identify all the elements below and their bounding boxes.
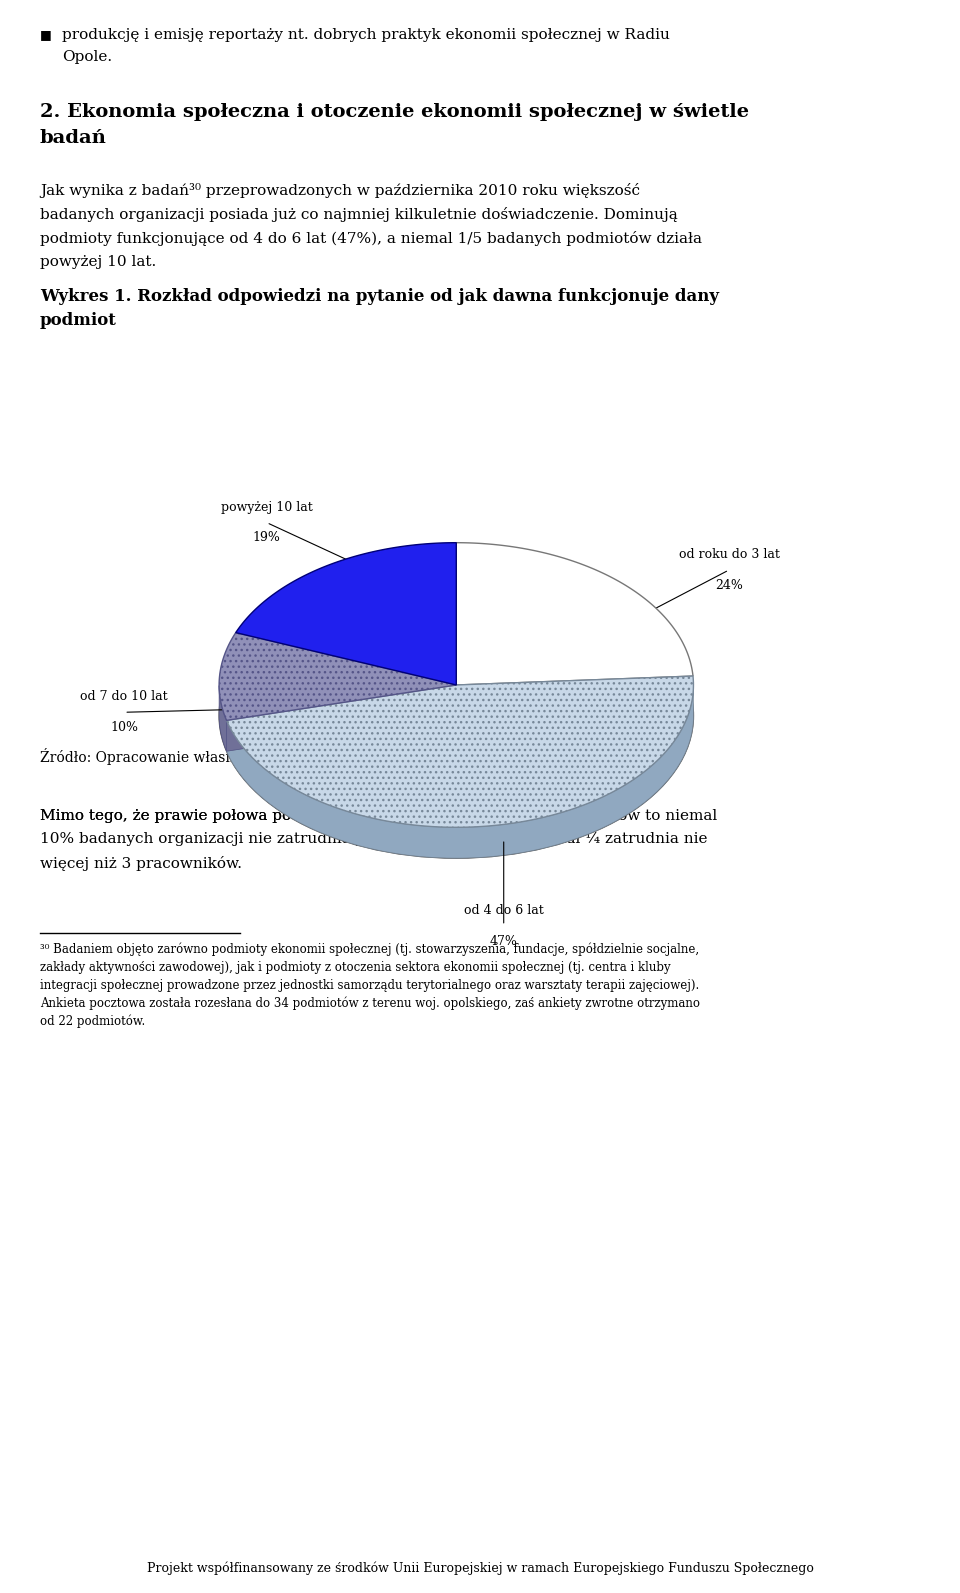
Polygon shape <box>227 675 693 827</box>
Text: 10% badanych organizacji nie zatrudnia płatnego personelu, a niemal ¼ zatrudnia : 10% badanych organizacji nie zatrudnia p… <box>40 832 708 846</box>
Text: podmiot: podmiot <box>40 312 117 330</box>
Text: Ankieta pocztowa została rozesłana do 34 podmiotów z terenu woj. opolskiego, zaś: Ankieta pocztowa została rozesłana do 34… <box>40 997 700 1010</box>
Text: Jak wynika z badań³⁰ przeprowadzonych w października 2010 roku większość: Jak wynika z badań³⁰ przeprowadzonych w … <box>40 183 640 198</box>
Polygon shape <box>219 632 456 720</box>
Text: 19%: 19% <box>252 532 280 545</box>
Text: powyżej 10 lat: powyżej 10 lat <box>221 500 312 513</box>
Text: 10%: 10% <box>110 722 138 734</box>
Text: integracji społecznej prowadzone przez jednostki samorządu terytorialnego oraz w: integracji społecznej prowadzone przez j… <box>40 980 699 992</box>
Text: Mimo tego, że prawie połowa podmiotów zatrudnia od 11 do 20 pracowników to niema: Mimo tego, że prawie połowa podmiotów za… <box>40 808 717 824</box>
Text: ³⁰ Badaniem objęto zarówno podmioty ekonomii społecznej (tj. stowarzyszenia, fun: ³⁰ Badaniem objęto zarówno podmioty ekon… <box>40 943 699 956</box>
Text: zakłady aktywności zawodowej), jak i podmioty z otoczenia sektora ekonomii społe: zakłady aktywności zawodowej), jak i pod… <box>40 961 671 973</box>
Text: 2. Ekonomia społeczna i otoczenie ekonomii społecznej w świetle: 2. Ekonomia społeczna i otoczenie ekonom… <box>40 104 749 121</box>
Polygon shape <box>456 543 693 685</box>
Text: podmioty funkcjonujące od 4 do 6 lat (47%), a niemal 1/5 badanych podmiotów dzia: podmioty funkcjonujące od 4 do 6 lat (47… <box>40 231 702 245</box>
Polygon shape <box>227 688 693 859</box>
Text: powyżej 10 lat.: powyżej 10 lat. <box>40 255 156 269</box>
Text: produkcję i emisję reportaży nt. dobrych praktyk ekonomii społecznej w Radiu: produkcję i emisję reportaży nt. dobrych… <box>62 29 670 41</box>
Ellipse shape <box>219 573 693 859</box>
Text: od 22 podmiotów.: od 22 podmiotów. <box>40 1015 145 1029</box>
Text: 24%: 24% <box>715 578 743 593</box>
Text: od 4 do 6 lat: od 4 do 6 lat <box>464 903 543 918</box>
Text: Mimo tego, że prawie połowa podmiotów zatrudnia: Mimo tego, że prawie połowa podmiotów za… <box>40 808 436 824</box>
Text: Wykres 1. Rozkład odpowiedzi na pytanie od jak dawna funkcjonuje dany: Wykres 1. Rozkład odpowiedzi na pytanie … <box>40 288 719 304</box>
Polygon shape <box>227 685 456 752</box>
Bar <box>0 1513 960 1593</box>
Text: Projekt współfinansowany ze środków Unii Europejskiej w ramach Europejskiego Fun: Projekt współfinansowany ze środków Unii… <box>147 1561 813 1575</box>
Polygon shape <box>227 685 456 752</box>
Text: badanych organizacji posiada już co najmniej kilkuletnie doświadczenie. Dominują: badanych organizacji posiada już co najm… <box>40 207 678 221</box>
Text: ■: ■ <box>40 29 52 41</box>
Polygon shape <box>236 543 456 685</box>
Text: od 7 do 10 lat: od 7 do 10 lat <box>81 690 168 704</box>
Text: więcej niż 3 pracowników.: więcej niż 3 pracowników. <box>40 855 242 871</box>
Text: 47%: 47% <box>490 935 517 948</box>
Polygon shape <box>219 685 227 752</box>
Text: Opole.: Opole. <box>62 49 112 64</box>
Text: od roku do 3 lat: od roku do 3 lat <box>679 548 780 561</box>
Text: Źródło: Opracowanie własne.: Źródło: Opracowanie własne. <box>40 749 247 765</box>
Text: badań: badań <box>40 129 107 147</box>
